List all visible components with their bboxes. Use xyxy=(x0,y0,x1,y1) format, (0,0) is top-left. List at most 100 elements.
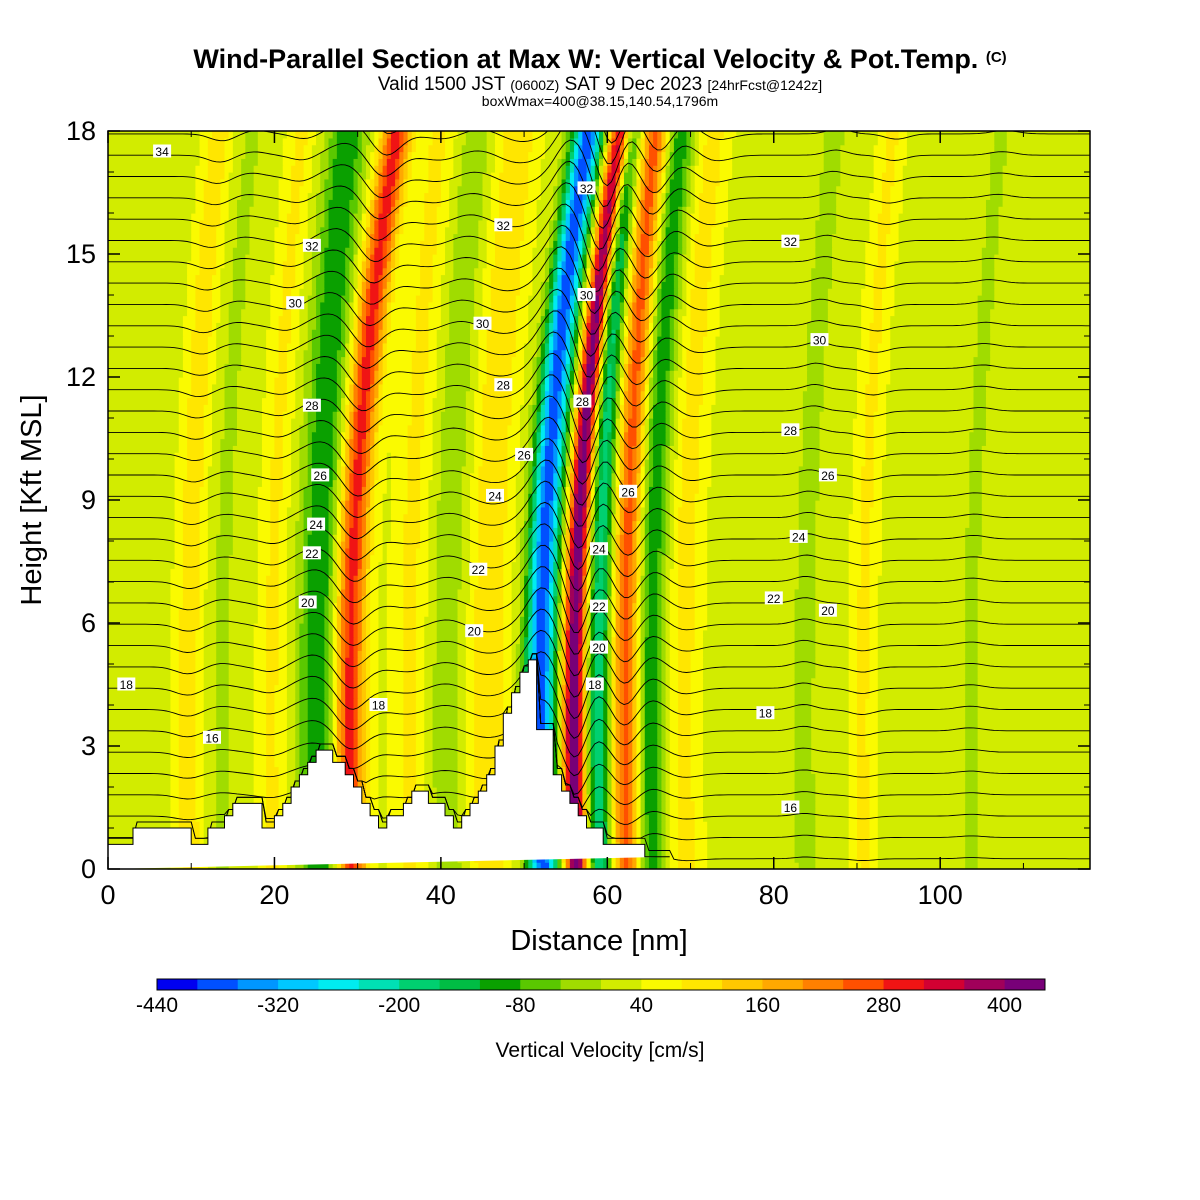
velocity-cell xyxy=(203,787,217,795)
velocity-cell xyxy=(415,629,425,638)
velocity-cell xyxy=(557,718,563,727)
velocity-cell xyxy=(557,575,563,583)
velocity-cell xyxy=(794,588,816,597)
velocity-cell xyxy=(640,465,646,474)
velocity-cell xyxy=(661,582,667,590)
velocity-cell xyxy=(199,486,209,494)
velocity-cell xyxy=(386,465,392,474)
velocity-cell xyxy=(353,602,359,610)
velocity-cell xyxy=(861,534,871,542)
velocity-cell xyxy=(370,459,375,467)
velocity-cell xyxy=(216,561,230,569)
velocity-cell xyxy=(582,588,588,597)
velocity-cell xyxy=(856,643,871,651)
velocity-cell xyxy=(457,629,467,638)
velocity-cell xyxy=(678,595,696,604)
velocity-cell xyxy=(108,657,172,665)
velocity-cell xyxy=(603,459,608,467)
velocity-cell xyxy=(632,773,638,781)
velocity-cell xyxy=(586,568,592,576)
velocity-cell xyxy=(673,465,683,474)
velocity-cell xyxy=(611,746,617,754)
velocity-cell xyxy=(232,520,259,528)
velocity-cell xyxy=(977,664,1090,672)
velocity-cell xyxy=(436,554,463,563)
velocity-cell xyxy=(690,677,704,686)
velocity-cell xyxy=(345,623,350,631)
velocity-cell xyxy=(286,698,296,706)
velocity-cell xyxy=(644,465,650,474)
velocity-cell xyxy=(669,623,679,631)
velocity-cell xyxy=(636,677,642,686)
velocity-cell xyxy=(586,862,592,869)
velocity-cell xyxy=(703,746,796,754)
velocity-cell xyxy=(341,629,346,638)
velocity-cell xyxy=(628,814,633,822)
velocity-cell xyxy=(365,602,371,610)
velocity-cell xyxy=(199,500,209,508)
velocity-cell xyxy=(578,780,583,788)
velocity-cell xyxy=(457,616,467,624)
velocity-cell xyxy=(461,506,471,515)
velocity-cell xyxy=(852,486,862,494)
velocity-cell xyxy=(848,650,858,658)
velocity-cell xyxy=(856,698,866,706)
velocity-cell xyxy=(657,718,663,727)
velocity-cell xyxy=(478,547,504,556)
velocity-cell xyxy=(965,773,979,781)
velocity-cell xyxy=(623,616,629,624)
velocity-cell xyxy=(390,459,409,467)
velocity-cell xyxy=(170,609,180,617)
velocity-cell xyxy=(977,828,1090,836)
velocity-cell xyxy=(386,773,405,781)
velocity-cell xyxy=(669,705,679,713)
velocity-cell xyxy=(657,602,663,610)
velocity-cell xyxy=(549,500,554,508)
velocity-cell xyxy=(108,821,172,829)
velocity-cell xyxy=(378,718,388,727)
velocity-cell xyxy=(648,486,663,494)
velocity-cell xyxy=(594,465,600,474)
velocity-cell xyxy=(536,616,546,624)
velocity-cell xyxy=(848,780,858,788)
velocity-cell xyxy=(503,595,513,604)
velocity-cell xyxy=(307,664,325,672)
velocity-cell xyxy=(603,718,608,727)
velocity-cell xyxy=(623,691,629,699)
velocity-cell xyxy=(216,568,230,576)
velocity-cell xyxy=(877,834,966,843)
velocity-cell xyxy=(266,711,276,720)
velocity-cell xyxy=(665,800,671,809)
velocity-cell xyxy=(361,670,367,679)
velocity-cell xyxy=(424,670,434,679)
velocity-cell xyxy=(336,527,342,535)
velocity-cell xyxy=(257,588,267,597)
velocity-cell xyxy=(349,493,355,501)
velocity-cell xyxy=(969,500,983,508)
velocity-cell xyxy=(623,459,629,467)
velocity-cell xyxy=(669,664,679,672)
velocity-cell xyxy=(478,582,504,590)
velocity-cell xyxy=(611,670,617,679)
velocity-cell xyxy=(678,705,692,713)
velocity-cell xyxy=(856,780,871,788)
velocity-cell xyxy=(848,732,858,740)
velocity-cell xyxy=(286,705,296,713)
velocity-cell xyxy=(632,670,638,679)
velocity-cell xyxy=(232,452,263,460)
velocity-cell xyxy=(386,705,405,713)
velocity-cell xyxy=(611,541,617,549)
velocity-cell xyxy=(295,554,305,563)
velocity-cell xyxy=(794,643,816,651)
velocity-cell xyxy=(540,513,550,522)
velocity-cell xyxy=(178,609,201,617)
velocity-cell xyxy=(465,718,475,727)
velocity-cell xyxy=(594,561,600,569)
velocity-cell xyxy=(657,841,663,850)
velocity-cell xyxy=(291,472,300,481)
velocity-cell xyxy=(703,677,796,686)
velocity-cell xyxy=(361,541,367,549)
velocity-cell xyxy=(457,595,471,604)
velocity-cell xyxy=(195,773,205,781)
velocity-cell xyxy=(661,759,667,768)
